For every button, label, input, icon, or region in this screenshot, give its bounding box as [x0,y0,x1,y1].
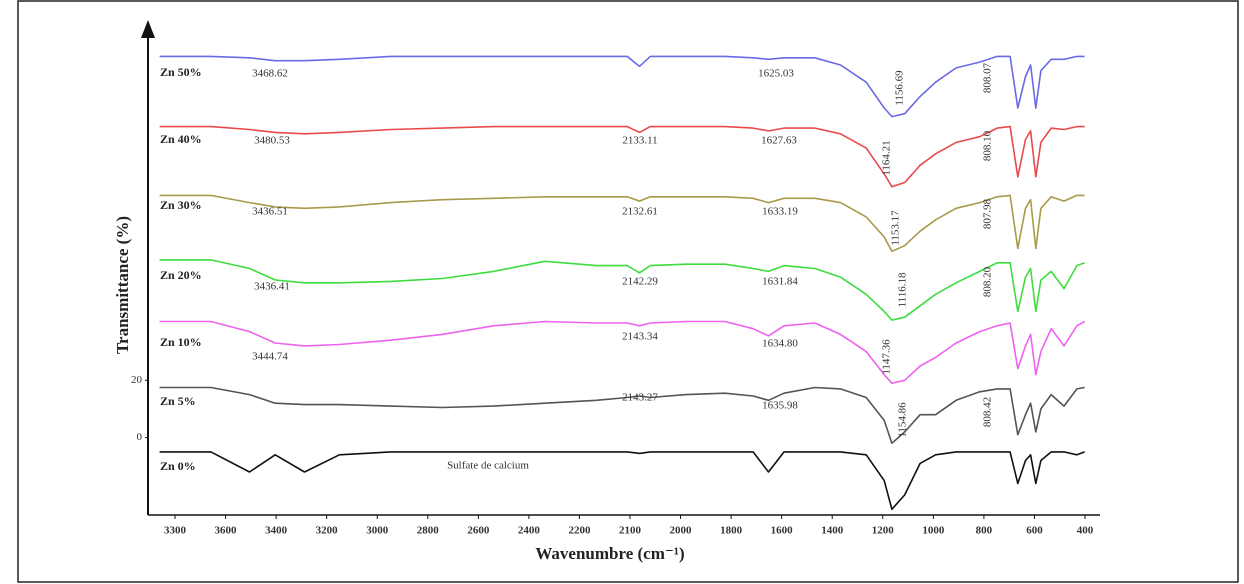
x-tick-label: 1400 [821,525,844,537]
peak-annotation: 1635.98 [762,400,798,412]
series-label: Zn 40% [160,132,202,146]
peak-annotation: 807.98 [982,198,994,229]
peak-annotation: 3436.41 [254,281,290,293]
x-tick-label: 400 [1077,525,1094,537]
peak-annotation: 3468.62 [252,68,288,80]
spectrum-line [159,386,1085,445]
x-tick-label: 3000 [366,525,389,537]
peak-annotation: 1164.21 [881,140,893,175]
peak-annotation: 3436.51 [252,206,288,218]
peak-annotation: 2132.61 [622,206,658,218]
peak-annotation: 2142.29 [622,276,658,288]
series-label: Zn 20% [160,268,202,282]
peak-annotation: 808.07 [982,62,994,93]
y-tick-label: 0 [137,431,143,443]
peak-annotation: 1627.63 [761,135,797,147]
x-tick-label: 600 [1026,525,1043,537]
peak-annotation: 1153.17 [890,210,902,246]
y-tick-label: 20 [131,374,143,386]
x-tick-label: 3600 [215,525,238,537]
x-tick-label: 800 [976,525,993,537]
x-tick-label: 1800 [720,525,743,537]
y-axis-arrow [141,20,155,38]
x-tick-label: 1200 [872,525,895,537]
series-label: Zn 5% [160,394,196,408]
peak-annotation: 3444.74 [252,351,288,363]
spectrum-line [159,125,1085,188]
peak-annotation: 2143.27 [622,392,658,404]
series-label: Zn 30% [160,198,202,212]
peak-annotation: 1116.18 [897,272,909,307]
x-tick-label: 1000 [922,525,945,537]
peak-annotation: 808.20 [982,266,994,297]
peak-annotation: 3480.53 [254,135,290,147]
x-tick-label: 2800 [417,525,440,537]
peak-annotation: 2143.34 [622,331,658,343]
peak-annotation: 808.10 [982,130,994,161]
peak-annotation: Sulfate de calcium [447,460,529,472]
x-tick-label: 2000 [670,525,693,537]
x-tick-label: 3200 [316,525,339,537]
x-tick-label: 2200 [568,525,591,537]
spectrum-line [159,451,1085,511]
x-tick-label: 2100 [619,525,642,537]
x-tick-label: 3300 [164,525,187,537]
peak-annotation: 1633.19 [762,206,798,218]
series-label: Zn 10% [160,335,202,349]
peak-annotation: 1625.03 [758,68,794,80]
spectrum-line [159,320,1085,384]
peak-annotation: 1631.84 [762,276,798,288]
x-axis-title: Wavenumbre (cm⁻¹) [535,544,684,563]
spectrum-line [159,194,1085,253]
peak-annotation: 1154.86 [897,402,909,438]
x-tick-label: 2600 [467,525,490,537]
peak-annotation: 808.42 [982,397,994,427]
series-label: Zn 50% [160,65,202,79]
x-tick-label: 3400 [265,525,288,537]
x-tick-label: 2400 [518,525,541,537]
peak-annotation: 1634.80 [762,338,798,350]
y-axis-title: Transmittance (%) [113,216,132,354]
spectrum-line [159,259,1085,321]
series-label: Zn 0% [160,459,196,473]
peak-annotation: 1156.69 [894,70,906,106]
peak-annotation: 2133.11 [622,135,657,147]
spectrum-line [159,55,1085,118]
x-tick-label: 1600 [771,525,794,537]
frame [17,0,1239,583]
peak-annotation: 1147.36 [881,339,893,375]
